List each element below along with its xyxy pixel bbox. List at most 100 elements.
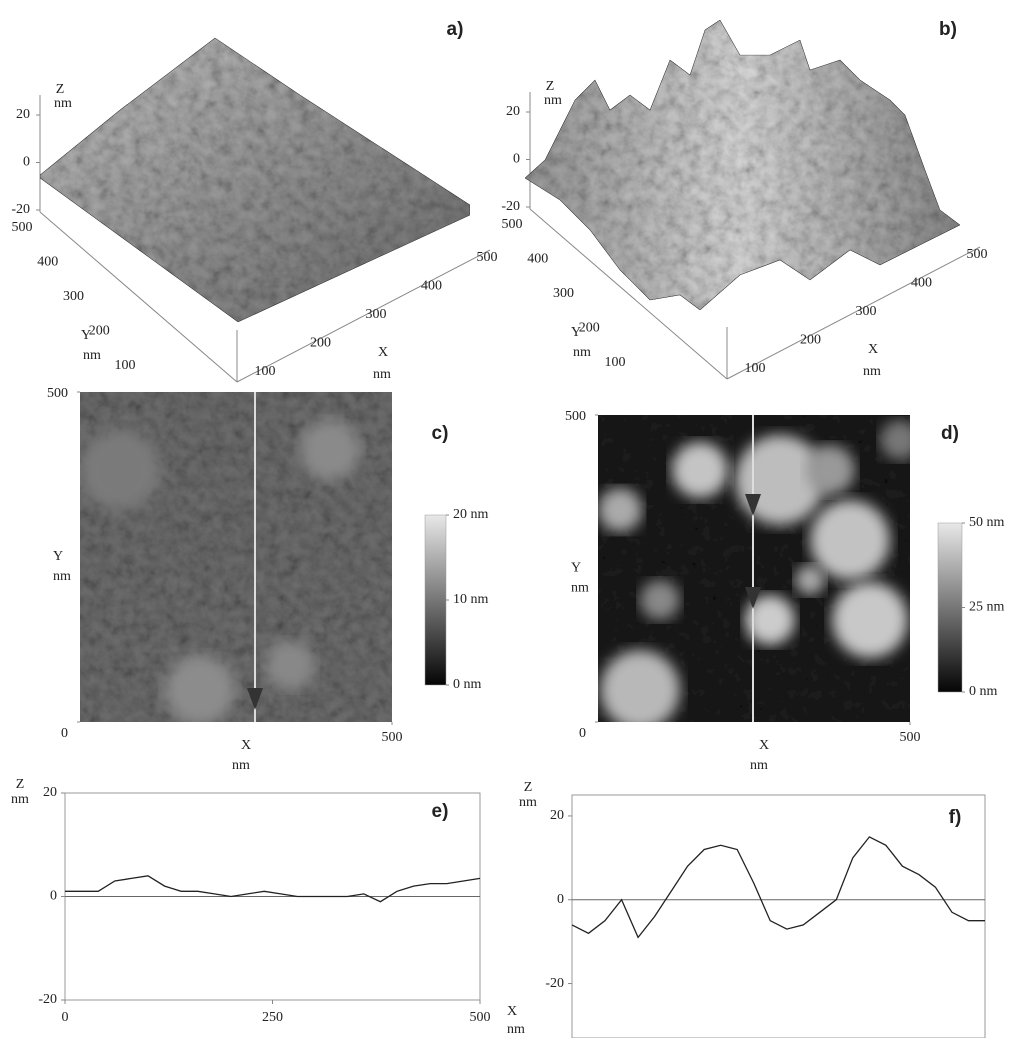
profile-arrow xyxy=(745,494,761,516)
axis-line xyxy=(236,249,491,383)
panel-label: b) xyxy=(939,19,957,40)
axis-line xyxy=(39,211,238,383)
x-tick-label: 300 xyxy=(366,307,387,322)
y-axis-title: Y xyxy=(53,549,63,564)
z-axis-title: Z xyxy=(546,79,555,94)
grain xyxy=(832,582,908,658)
x-tick-label: 200 xyxy=(800,333,821,348)
x-tick-label: 500 xyxy=(470,1010,491,1025)
grain xyxy=(265,640,315,690)
z-tick-label: 0 xyxy=(23,155,30,170)
y-tick-label: 20 xyxy=(550,808,564,823)
y-axis-unit: nm xyxy=(571,581,589,596)
z-tick-label: 0 xyxy=(513,152,520,167)
colorbar-label: 10 nm xyxy=(453,592,489,607)
y-axis-unit: nm xyxy=(83,348,101,363)
grain xyxy=(80,430,160,510)
z-tick-label: -20 xyxy=(501,199,520,214)
profile xyxy=(571,836,985,939)
grain xyxy=(745,595,795,645)
grain xyxy=(640,580,680,620)
y-axis-title: Y xyxy=(571,561,581,576)
x-axis-title: X xyxy=(868,342,878,357)
y-tick-label: 0 xyxy=(557,892,564,907)
y-axis-title: Y xyxy=(81,328,91,343)
x-tick-label: 500 xyxy=(900,730,921,745)
z-axis-unit: nm xyxy=(54,96,72,111)
x-tick-label: 250 xyxy=(262,1010,283,1025)
x-axis-title: X xyxy=(378,345,388,360)
profile xyxy=(65,875,481,903)
y-axis-unit: nm xyxy=(519,795,537,810)
grain xyxy=(805,445,855,495)
grain xyxy=(598,488,642,532)
x-tick-label: 500 xyxy=(967,247,988,262)
grain xyxy=(600,650,680,722)
y-tick-label: 400 xyxy=(37,255,58,270)
grain xyxy=(672,442,728,498)
x-axis-unit: nm xyxy=(373,367,391,382)
y-tick-label: 0 xyxy=(579,726,586,741)
colorbar xyxy=(937,522,963,693)
colorbar-label: 0 nm xyxy=(969,684,998,699)
z-axis-title: Z xyxy=(56,82,65,97)
y-axis-unit: nm xyxy=(11,792,29,807)
surface xyxy=(39,37,471,323)
x-tick-label: 200 xyxy=(310,336,331,351)
y-tick-label: 500 xyxy=(565,409,586,424)
y-tick-label: 20 xyxy=(43,785,57,800)
y-axis-title: Z xyxy=(524,780,533,795)
profile-arrow xyxy=(745,587,761,609)
colorbar-label: 50 nm xyxy=(969,515,1005,530)
y-tick-label: 200 xyxy=(89,324,110,339)
colorbar-label: 25 nm xyxy=(969,600,1005,615)
grain xyxy=(810,500,890,580)
x-tick-label: 400 xyxy=(421,279,442,294)
y-axis-unit: nm xyxy=(53,569,71,584)
x-axis-unit: nm xyxy=(232,758,250,773)
y-axis-title: Z xyxy=(16,777,25,792)
x-axis-unit: nm xyxy=(750,758,768,773)
x-axis-unit: nm xyxy=(507,1022,525,1037)
panel-label: c) xyxy=(432,423,449,444)
grain xyxy=(165,655,235,722)
y-tick-label: 100 xyxy=(605,355,626,370)
y-tick-label: -20 xyxy=(38,992,57,1007)
y-tick-label: 500 xyxy=(47,386,68,401)
colorbar-label: 0 nm xyxy=(453,677,482,692)
grain xyxy=(880,420,910,460)
x-tick-label: 100 xyxy=(745,361,766,376)
grain xyxy=(300,420,360,480)
image xyxy=(80,392,392,722)
colorbar xyxy=(424,514,447,686)
z-tick-label: -20 xyxy=(11,202,30,217)
panel-label: e) xyxy=(432,801,449,822)
y-tick-label: 100 xyxy=(115,358,136,373)
panel-label: a) xyxy=(447,19,464,40)
plot-frame xyxy=(571,794,986,1038)
colorbar-label: 20 nm xyxy=(453,507,489,522)
grain xyxy=(795,565,825,595)
surface xyxy=(524,19,961,311)
x-tick-label: 500 xyxy=(477,250,498,265)
y-axis-title: Y xyxy=(571,325,581,340)
y-tick-label: 200 xyxy=(579,321,600,336)
z-tick-label: 20 xyxy=(506,104,520,119)
panel-label: d) xyxy=(941,423,959,444)
y-tick-label: 300 xyxy=(553,286,574,301)
y-tick-label: 400 xyxy=(527,252,548,267)
z-tick-label: 20 xyxy=(16,107,30,122)
y-tick-label: 500 xyxy=(502,217,523,232)
x-tick-label: 0 xyxy=(62,1010,69,1025)
profile-arrow xyxy=(247,688,263,710)
y-tick-label: 0 xyxy=(61,726,68,741)
axis-line xyxy=(726,246,981,380)
x-tick-label: 500 xyxy=(382,730,403,745)
panel-label: f) xyxy=(949,807,962,828)
y-axis-unit: nm xyxy=(573,345,591,360)
x-axis-title: X xyxy=(241,738,251,753)
x-tick-label: 100 xyxy=(255,364,276,379)
x-axis-title: X xyxy=(507,1004,517,1019)
z-axis-unit: nm xyxy=(544,93,562,108)
y-tick-label: -20 xyxy=(545,976,564,991)
